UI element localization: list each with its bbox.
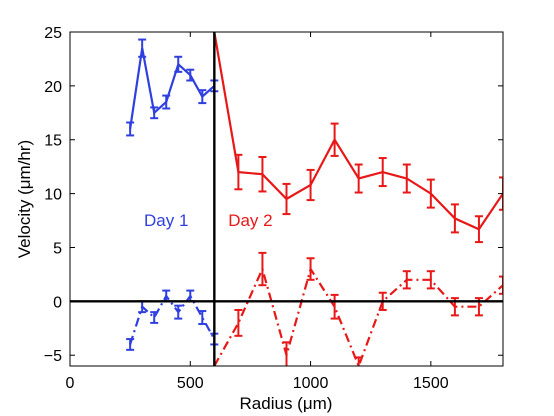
y-tick-label: 0 — [53, 294, 62, 311]
error-bar — [138, 38, 147, 58]
error-bar — [474, 215, 483, 244]
error-bar — [426, 178, 435, 209]
reference-lines — [70, 32, 503, 366]
error-bar — [126, 121, 135, 137]
x-axis-label: Radius (μm) — [240, 394, 333, 413]
error-bar — [198, 310, 207, 325]
series-line — [129, 293, 216, 345]
x-tick-label: 500 — [177, 375, 204, 392]
error-bar — [330, 122, 339, 157]
error-bar — [402, 270, 411, 290]
error-bar — [282, 182, 291, 216]
error-bar — [282, 341, 291, 366]
axes-box — [69, 31, 504, 367]
series-line — [129, 47, 216, 130]
x-tick-label: 1500 — [413, 375, 449, 392]
error-bar — [174, 55, 183, 73]
y-tick-label: 10 — [44, 187, 62, 204]
y-tick-label: −5 — [44, 348, 62, 365]
annotations: Day 1 Day 2 — [144, 211, 273, 230]
error-bar — [258, 251, 267, 287]
error-bar — [234, 308, 243, 337]
error-bar — [234, 153, 243, 191]
error-bar — [174, 304, 183, 320]
y-tick-label: 25 — [44, 25, 62, 42]
error-bar — [162, 289, 171, 303]
error-bar — [306, 257, 315, 281]
error-bar — [186, 68, 195, 82]
x-tick-label: 1000 — [293, 375, 329, 392]
error-bar — [126, 338, 135, 351]
error-bar — [150, 311, 159, 324]
plot-area — [126, 32, 503, 366]
error-bar — [499, 176, 503, 211]
error-bar — [378, 157, 387, 188]
error-bar — [258, 155, 267, 193]
error-bar — [450, 203, 459, 234]
series-2 — [213, 32, 503, 244]
error-bar — [426, 270, 435, 290]
series-1 — [126, 289, 219, 351]
error-bar — [354, 163, 363, 194]
series-3 — [213, 251, 503, 366]
error-bar — [306, 168, 315, 202]
error-bar — [150, 106, 159, 120]
error-bar — [198, 89, 207, 105]
x-tick-label: 0 — [66, 375, 75, 392]
y-tick-label: 15 — [44, 133, 62, 150]
series-line — [213, 32, 503, 231]
error-bar — [162, 94, 171, 110]
series-line — [213, 265, 503, 366]
y-tick-label: 20 — [44, 79, 62, 96]
series-0 — [126, 38, 219, 137]
annotation-label: Day 1 — [144, 211, 188, 230]
error-bar — [354, 356, 363, 366]
y-tick-label: 5 — [53, 240, 62, 257]
error-bar — [499, 275, 503, 295]
annotation-label: Day 2 — [228, 211, 272, 230]
error-bar — [402, 163, 411, 194]
y-axis-label: Velocity (μm/hr) — [15, 140, 34, 258]
error-bar — [330, 293, 339, 320]
